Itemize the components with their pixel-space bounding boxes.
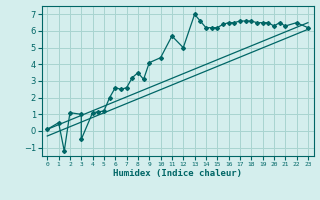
X-axis label: Humidex (Indice chaleur): Humidex (Indice chaleur) <box>113 169 242 178</box>
